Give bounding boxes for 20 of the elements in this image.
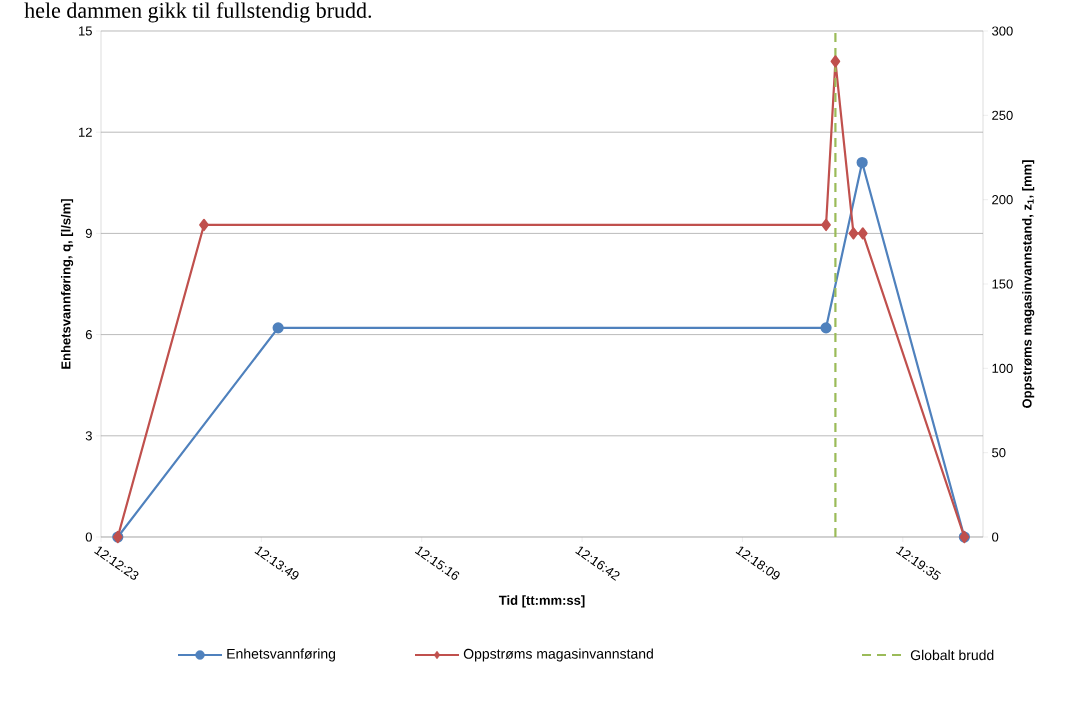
y2-axis-title: Oppstrøms magasinvannstand, z$_{1}$, [mm] bbox=[1022, 160, 1035, 408]
y2-tick-label: 0 bbox=[992, 532, 999, 542]
text: hele dammen gikk til fullstendig brudd. bbox=[24, 2, 372, 23]
y-tick-label: 3 bbox=[85, 431, 92, 441]
y-tick-label: 6 bbox=[85, 329, 92, 340]
y-tick-label: 15 bbox=[79, 26, 92, 36]
y2-tick-label: 250 bbox=[992, 110, 1013, 120]
y-tick-label: 0 bbox=[85, 532, 92, 542]
legend-label: Globalt brudd bbox=[910, 649, 994, 661]
legend-label: Oppstrøms magasinvannstand bbox=[463, 648, 653, 662]
y2-tick-label: 300 bbox=[992, 26, 1013, 36]
y2-tick-label: 150 bbox=[992, 279, 1013, 289]
y2-tick-label: 200 bbox=[992, 195, 1013, 205]
y-tick-label: 9 bbox=[85, 228, 92, 238]
y-tick-label: 12 bbox=[79, 127, 92, 137]
y2-tick-label: 50 bbox=[992, 448, 1006, 458]
y2-tick-label: 100 bbox=[992, 363, 1013, 373]
x-axis-title: Tid [tt:mm:ss] bbox=[498, 595, 585, 608]
y-axis-title: Enhetsvannføring, q, [l/s/m] bbox=[60, 199, 74, 369]
legend-label: Enhetsvannføring bbox=[227, 648, 336, 662]
